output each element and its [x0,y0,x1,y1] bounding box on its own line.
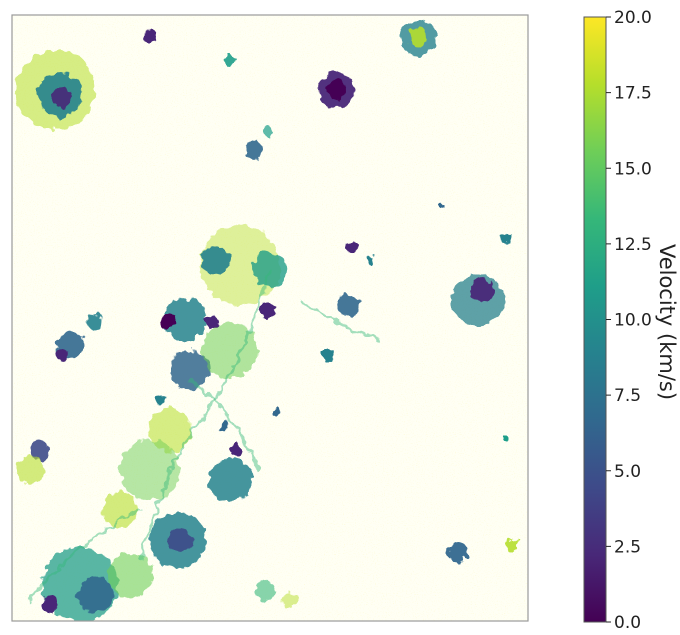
velocity-clump [148,408,192,452]
velocity-clump [448,543,468,563]
velocity-clump [506,539,518,551]
velocity-filament [299,298,381,342]
velocity-clump [347,242,357,252]
velocity-clump [77,577,113,613]
colorbar: 0.0 2.5 5.0 7.5 10.0 12.5 15.0 17.5 20.0 Velocit… [583,8,679,633]
plot-frame [11,14,529,622]
velocity-clump [322,348,334,360]
velocity-clump [155,395,165,405]
velocity-clump [56,349,68,361]
velocity-clump [255,580,275,600]
velocity-clump [16,456,44,484]
velocity-filament [28,508,141,601]
velocity-clump [282,592,298,608]
velocity-clump [470,278,494,302]
velocity-clump [366,256,374,264]
velocity-clump [208,458,252,502]
velocity-clump [327,80,347,100]
velocity-clump [163,298,207,342]
colorbar-tick-label: 10.0 [614,311,652,331]
velocity-clump [144,31,156,43]
colorbar-tick-label: 15.0 [614,159,652,179]
colorbar-tick-label: 7.5 [614,386,641,406]
velocity-clump [220,420,230,430]
velocity-clump [102,492,138,528]
colorbar-tick-label: 12.5 [614,235,652,255]
velocity-clump [200,225,280,305]
velocity-clump [272,408,280,416]
velocity-clump [160,312,176,328]
colorbar-tick-label: 17.5 [614,84,652,104]
colorbar-ticks: 0.0 2.5 5.0 7.5 10.0 12.5 15.0 17.5 20.0 [606,8,652,633]
velocity-clump [42,597,58,613]
velocity-clump [225,55,235,65]
colorbar-gradient [584,17,606,622]
colorbar-label: Velocity (km/s) [655,244,679,400]
velocity-clump [262,126,274,138]
colorbar-tick-label: 2.5 [614,537,641,557]
colorbar-tick-label: 5.0 [614,462,641,482]
velocity-filament [138,269,272,561]
velocity-clump [409,29,427,47]
velocity-clump [52,88,72,108]
velocity-clump [337,294,359,316]
velocity-filament [189,378,262,471]
velocity-clump [202,322,258,378]
velocity-clump [437,202,443,208]
colorbar-tick-label: 0.0 [614,613,641,633]
velocity-clump [170,350,210,390]
velocity-clump [260,302,276,318]
velocity-clump [500,233,510,243]
colorbar-tick-label: 20.0 [614,8,652,28]
heatmap-area [11,14,529,622]
velocity-clump [206,316,218,328]
velocity-clump [502,437,508,443]
velocity-structures [15,20,518,621]
velocity-clump [108,553,152,597]
velocity-clump [30,440,50,460]
velocity-clump [245,141,263,159]
velocity-clump [201,246,229,274]
velocity-clump [230,444,242,456]
velocity-clump [87,314,103,330]
velocity-clump [168,528,192,552]
